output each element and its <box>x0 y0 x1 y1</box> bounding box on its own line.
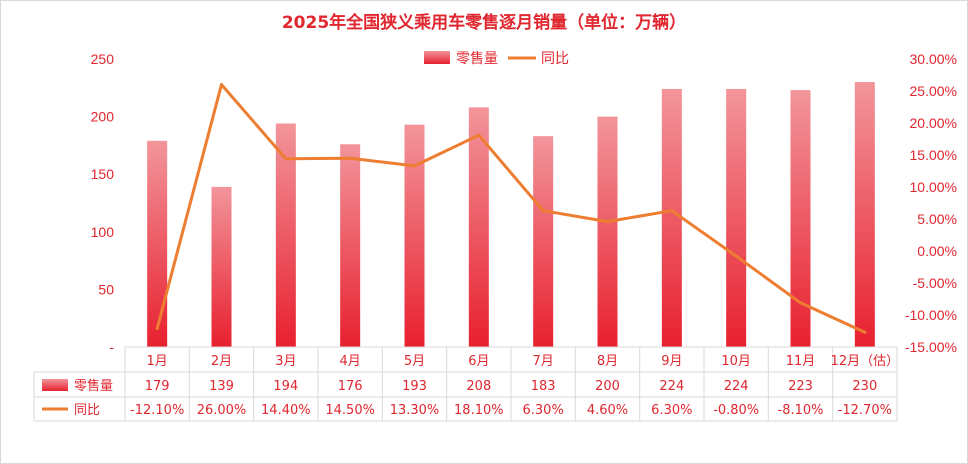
table-row-label-bar: 零售量 <box>74 378 113 394</box>
table-cell-yoy: -12.70% <box>838 403 892 418</box>
y-right-tick-label: 5.00% <box>917 211 957 227</box>
table-cell-yoy: 4.60% <box>587 403 628 418</box>
table-cell-yoy: -12.10% <box>130 403 184 418</box>
y-left-tick-label: 150 <box>91 166 115 182</box>
y-right-tick-label: -15.00% <box>905 339 957 355</box>
chart-title: 2025年全国狭义乘用车零售逐月销量（单位：万辆） <box>282 12 686 33</box>
bar-7 <box>533 136 554 347</box>
y-right-tick-label: -10.00% <box>905 307 957 323</box>
x-tick-label: 11月 <box>786 354 816 369</box>
bar-1 <box>147 140 168 347</box>
x-tick-label: 6月 <box>468 354 489 369</box>
table-cell-sales: 200 <box>595 379 620 394</box>
x-tick-label: 2月 <box>211 354 232 369</box>
x-tick-label: 8月 <box>597 354 618 369</box>
yoy-point-8 <box>606 220 609 224</box>
table-cell-yoy: -8.10% <box>778 403 824 418</box>
bar-4 <box>340 144 361 347</box>
table-cell-sales: 208 <box>466 379 491 394</box>
table-cell-yoy: 14.50% <box>325 403 375 418</box>
bar-12 <box>854 82 875 347</box>
table-row-label-line: 同比 <box>74 403 100 418</box>
bar-6 <box>468 107 489 347</box>
yoy-point-6 <box>477 133 481 137</box>
yoy-line <box>155 83 867 334</box>
table-cell-sales: 224 <box>659 379 684 394</box>
yoy-point-2 <box>220 83 223 87</box>
x-tick-label: 3月 <box>275 354 296 369</box>
table-cell-sales: 176 <box>338 379 363 394</box>
y-left-tick-label: 200 <box>91 109 115 125</box>
bar-8 <box>597 116 618 347</box>
yoy-point-5 <box>413 164 416 168</box>
x-tick-label: 4月 <box>340 354 361 369</box>
y-right-tick-label: 15.00% <box>910 147 957 163</box>
y-left-tick-label: 100 <box>91 224 115 240</box>
yoy-point-10 <box>734 254 738 258</box>
yoy-point-9 <box>670 209 674 213</box>
table-cell-yoy: 26.00% <box>197 403 247 418</box>
yoy-line-group <box>155 83 867 334</box>
table-cell-sales: 223 <box>788 379 813 394</box>
x-tick-label: 7月 <box>533 354 554 369</box>
table-cell-yoy: 6.30% <box>651 403 692 418</box>
legend-label-line: 同比 <box>541 51 569 67</box>
x-tick-label: 10月 <box>721 354 751 369</box>
bar-5 <box>404 124 425 347</box>
yoy-point-7 <box>541 209 545 213</box>
table-cell-yoy: 13.30% <box>390 403 440 418</box>
y-left-tick-label: 50 <box>98 281 114 297</box>
table-cell-yoy: 18.10% <box>454 403 504 418</box>
table-swatch-bar <box>42 379 68 391</box>
table-cell-sales: 193 <box>402 379 427 394</box>
table-cell-sales: 139 <box>209 379 234 394</box>
y-right-tick-label: 20.00% <box>910 115 957 131</box>
legend-swatch-bar <box>424 51 450 64</box>
yoy-point-12 <box>863 330 867 334</box>
legend: 零售量 同比 <box>424 51 569 67</box>
table-cell-yoy: -0.80% <box>713 403 759 418</box>
bars <box>147 82 875 348</box>
y-right-tick-label: 30.00% <box>910 51 957 67</box>
table-cell-sales: 179 <box>145 379 170 394</box>
bar-10 <box>726 88 747 348</box>
x-tick-label: 12月（估） <box>831 354 900 369</box>
legend-label-bar: 零售量 <box>456 51 498 67</box>
bar-2 <box>211 186 232 347</box>
table-cell-sales: 194 <box>273 379 298 394</box>
table-cell-sales: 183 <box>531 379 556 394</box>
yoy-point-3 <box>284 157 288 161</box>
bar-3 <box>275 123 296 348</box>
table-cell-yoy: 14.40% <box>261 403 311 418</box>
axes: - 50 100 150 200 250 -15.00% -10.00% -5.00% 0.00%… <box>91 51 957 355</box>
bar-11 <box>790 90 811 347</box>
bar-9 <box>661 88 682 348</box>
yoy-point-11 <box>799 301 802 305</box>
y-right-tick-label: 25.00% <box>910 83 957 99</box>
y-left-tick-label: - <box>109 339 114 355</box>
y-right-tick-label: -5.00% <box>913 275 957 291</box>
x-tick-label: 9月 <box>661 354 682 369</box>
table-cell-sales: 224 <box>724 379 749 394</box>
yoy-point-4 <box>348 156 352 160</box>
y-left-tick-label: 250 <box>91 51 115 67</box>
x-tick-label: 1月 <box>147 354 168 369</box>
y-right-tick-label: 0.00% <box>917 243 957 259</box>
x-tick-label: 5月 <box>404 354 425 369</box>
yoy-point-1 <box>155 326 159 330</box>
table-cell-yoy: 6.30% <box>523 403 564 418</box>
y-right-tick-label: 10.00% <box>910 179 957 195</box>
table-cell-sales: 230 <box>852 379 877 394</box>
